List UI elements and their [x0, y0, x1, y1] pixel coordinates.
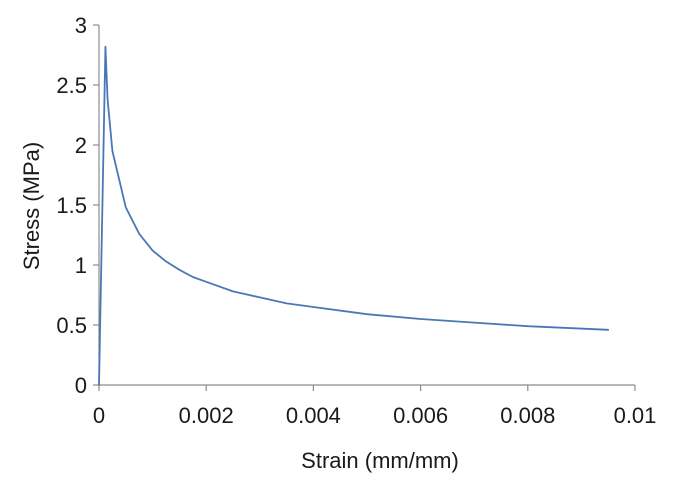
y-tick-label: 2.5	[56, 73, 87, 98]
x-tick-label: 0.002	[179, 403, 234, 428]
ticks: 0 0.5 1 1.5 2 2.5 3 0 0.002 0.004 0.006 0.008 0.01	[56, 13, 656, 428]
y-axis-title: Stress (MPa)	[19, 142, 44, 270]
y-tick-label: 1.5	[56, 193, 87, 218]
x-tick-label: 0.01	[614, 403, 657, 428]
y-tick-label: 3	[75, 13, 87, 38]
y-tick-label: 0.5	[56, 313, 87, 338]
plot-area	[98, 45, 610, 386]
x-tick-label: 0	[93, 403, 105, 428]
y-tick-label: 0	[75, 373, 87, 398]
x-axis-title: Strain (mm/mm)	[301, 448, 459, 473]
series-line-0	[98, 45, 610, 386]
x-tick-label: 0.006	[393, 403, 448, 428]
y-tick-label: 1	[75, 253, 87, 278]
x-tick-label: 0.004	[286, 403, 341, 428]
x-tick-label: 0.008	[500, 403, 555, 428]
y-tick-label: 2	[75, 133, 87, 158]
